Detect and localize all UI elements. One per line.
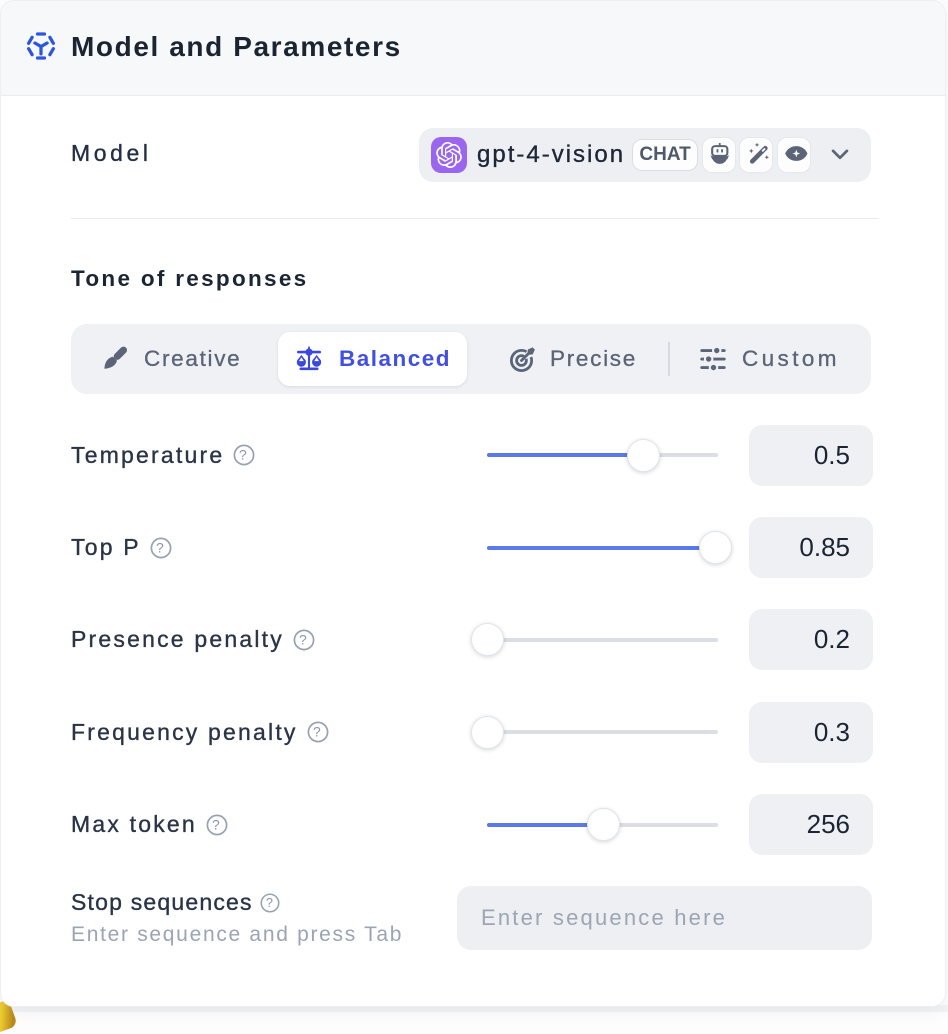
svg-text:?: ?: [239, 447, 249, 463]
svg-text:?: ?: [313, 724, 323, 740]
svg-text:?: ?: [299, 631, 309, 647]
svg-text:?: ?: [156, 539, 166, 555]
svg-text:?: ?: [266, 895, 274, 910]
svg-text:?: ?: [212, 816, 222, 832]
